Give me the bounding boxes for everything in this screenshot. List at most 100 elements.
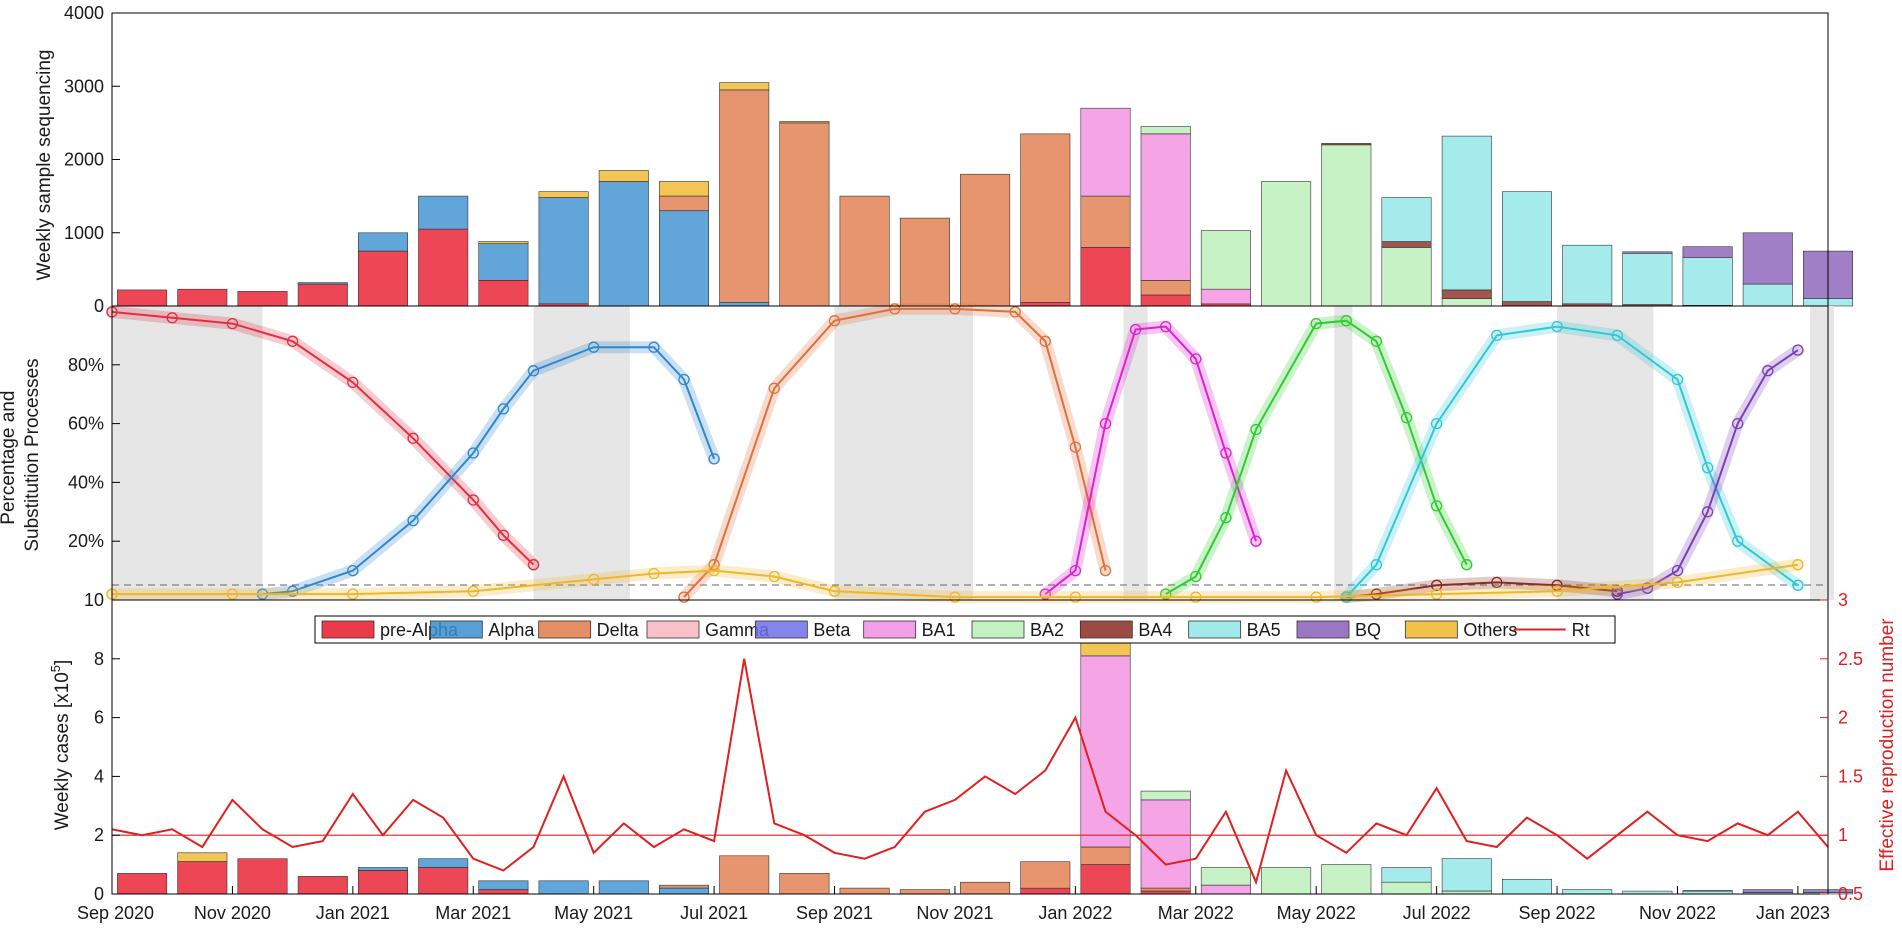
bar-alpha-6 bbox=[478, 243, 529, 281]
bar-delta-15 bbox=[1020, 861, 1071, 889]
legend-swatch-others bbox=[1404, 620, 1458, 639]
point-bq bbox=[1701, 506, 1714, 518]
legend: pre-Alpha Alpha Delta Gamma Beta BA1 BA2 BA4 BA5… bbox=[314, 615, 1616, 644]
point-others bbox=[1069, 591, 1082, 603]
y-tick-label: 20% bbox=[68, 531, 104, 551]
point-bq bbox=[1792, 344, 1804, 356]
y-tick-label: 0 bbox=[94, 296, 104, 316]
bar-ba2-17 bbox=[1140, 126, 1191, 135]
bar-ba5-26 bbox=[1682, 257, 1733, 306]
line-bq bbox=[1617, 349, 1799, 596]
point-delta bbox=[1039, 335, 1051, 347]
point-bq bbox=[1732, 417, 1744, 430]
bar-ba1-17 bbox=[1140, 799, 1191, 889]
shaded-period-1 bbox=[533, 306, 630, 600]
bar-pre-alpha-2 bbox=[237, 858, 288, 895]
point-delta bbox=[889, 303, 901, 315]
bar-delta-15 bbox=[1020, 133, 1071, 303]
bar-pre-alpha-3 bbox=[297, 283, 348, 307]
bar-alpha-5 bbox=[418, 858, 469, 868]
sequencing-bars bbox=[117, 82, 1854, 307]
y-tick-label: 0.5 bbox=[1838, 884, 1863, 904]
bar-alpha-7 bbox=[538, 197, 589, 305]
bar-pre-alpha-0 bbox=[117, 873, 168, 895]
point-pre-alpha bbox=[166, 312, 178, 324]
point-bq bbox=[1671, 564, 1684, 577]
bar-ba5-23 bbox=[1502, 191, 1553, 302]
point-alpha bbox=[286, 585, 299, 597]
line-delta bbox=[683, 307, 1107, 598]
point-ba2 bbox=[1430, 500, 1443, 512]
x-tick-label: May 2022 bbox=[1277, 903, 1356, 923]
bar-alpha-8 bbox=[598, 181, 649, 307]
point-ba5 bbox=[1732, 535, 1744, 547]
point-delta bbox=[949, 303, 961, 315]
panel-cases-frame bbox=[111, 599, 1829, 895]
bar-delta-14 bbox=[960, 173, 1011, 307]
point-others bbox=[588, 573, 600, 586]
point-delta bbox=[1099, 564, 1112, 577]
y-tick-label: 1 bbox=[1838, 825, 1848, 845]
legend-swatch-delta bbox=[538, 620, 592, 639]
point-ba5 bbox=[1792, 579, 1804, 591]
bar-delta-9 bbox=[658, 884, 709, 889]
bar-others-9 bbox=[658, 181, 709, 197]
y-tick-label: 1.5 bbox=[1838, 766, 1863, 786]
bar-ba5-24 bbox=[1562, 889, 1613, 895]
legend-swatch-ba4 bbox=[1079, 620, 1133, 639]
y-tick-label: 80% bbox=[68, 355, 104, 375]
y-tick-label: 2.5 bbox=[1838, 649, 1863, 669]
bar-delta-12 bbox=[839, 195, 890, 307]
point-ba2 bbox=[1160, 588, 1172, 600]
legend-swatch-ba2 bbox=[971, 620, 1025, 639]
point-ba5 bbox=[1611, 329, 1623, 342]
legend-label-delta: Delta bbox=[597, 620, 640, 640]
point-ba2 bbox=[1340, 315, 1352, 327]
x-tick-label: May 2021 bbox=[554, 903, 633, 923]
point-ba1 bbox=[1099, 417, 1112, 430]
bar-ba5-22 bbox=[1441, 858, 1492, 892]
bar-ba2-19 bbox=[1261, 867, 1312, 895]
point-others bbox=[467, 585, 479, 597]
point-delta bbox=[678, 591, 690, 603]
bar-ba5-23 bbox=[1502, 878, 1553, 895]
bar-ba5-27 bbox=[1742, 283, 1793, 307]
bar-delta-13 bbox=[899, 889, 950, 895]
point-ba4 bbox=[1370, 588, 1383, 600]
point-ba2 bbox=[1400, 412, 1413, 424]
bar-ba1-18 bbox=[1200, 884, 1251, 895]
point-alpha bbox=[588, 341, 600, 353]
shaded-period-0 bbox=[112, 306, 263, 600]
sequencing-y-ticks: 0 1000 2000 3000 4000 bbox=[64, 3, 120, 316]
point-ba1 bbox=[1190, 353, 1202, 365]
point-ba2 bbox=[1250, 423, 1262, 436]
bar-bq-27 bbox=[1742, 232, 1793, 285]
rt-y-label: Effective reproduction number bbox=[1877, 618, 1898, 872]
point-bq bbox=[1611, 588, 1623, 600]
point-pre-alpha bbox=[407, 432, 419, 444]
bar-others-8 bbox=[598, 170, 649, 182]
point-ba1 bbox=[1160, 320, 1172, 333]
point-ba5 bbox=[1370, 559, 1383, 571]
panel-percentage: 10 20% 40% 60% 80% Percentage and Substituti… bbox=[0, 302, 1835, 610]
point-others bbox=[949, 591, 961, 603]
point-ba1 bbox=[1250, 535, 1262, 547]
bar-pre-alpha-16 bbox=[1080, 864, 1131, 895]
bar-delta-10 bbox=[719, 89, 770, 303]
point-others bbox=[1310, 591, 1322, 603]
percentage-y-ticks: 10 20% 40% 60% 80% bbox=[68, 355, 120, 610]
legend-swatch-alpha bbox=[429, 620, 483, 639]
sequencing-y-label: Weekly sample sequencing bbox=[34, 50, 55, 281]
shaded-period-2 bbox=[834, 306, 974, 600]
bar-ba1-16 bbox=[1080, 655, 1131, 848]
bar-ba4-21 bbox=[1381, 241, 1432, 248]
percentage-y-label-line1: Percentage and bbox=[0, 391, 19, 525]
bar-ba2-20 bbox=[1321, 864, 1372, 895]
bar-ba5-24 bbox=[1562, 244, 1613, 305]
bar-ba5-21 bbox=[1381, 197, 1432, 242]
point-others bbox=[768, 570, 780, 583]
point-bq bbox=[1762, 365, 1774, 377]
bar-ba1-17 bbox=[1140, 133, 1191, 281]
point-ba5 bbox=[1430, 417, 1443, 430]
point-ba1 bbox=[1069, 564, 1082, 577]
